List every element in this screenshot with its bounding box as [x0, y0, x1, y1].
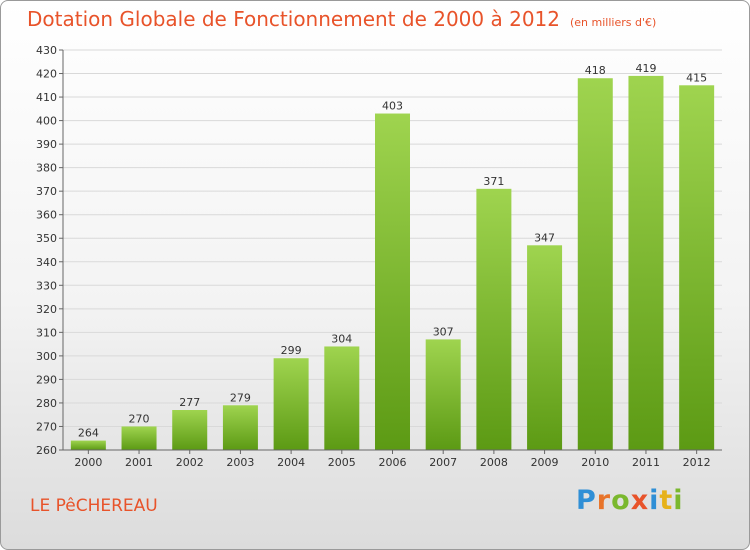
x-tick-label: 2007 [429, 456, 457, 469]
y-tick-label: 390 [36, 138, 57, 151]
x-tick-label: 2000 [74, 456, 102, 469]
bar-value-label: 264 [78, 427, 99, 440]
bar [172, 410, 208, 450]
logo-letter: o [611, 485, 631, 516]
y-tick-label: 350 [36, 232, 57, 245]
chart-unit: (en milliers d'€) [570, 16, 657, 29]
bar [679, 85, 715, 450]
bar-value-label: 418 [585, 64, 606, 77]
y-tick-label: 380 [36, 162, 57, 175]
bar-value-label: 347 [534, 231, 555, 244]
x-tick-label: 2012 [683, 456, 711, 469]
y-tick-label: 400 [36, 115, 57, 128]
logo-letter: x [630, 485, 650, 516]
x-tick-label: 2002 [176, 456, 204, 469]
logo-letter: r [596, 485, 612, 516]
logo-letter: t [659, 485, 674, 516]
x-tick-label: 2005 [328, 456, 356, 469]
bar-value-label: 403 [382, 100, 403, 113]
bar [375, 113, 410, 450]
x-tick-label: 2008 [480, 456, 508, 469]
commune-name: LE PêCHEREAU [30, 496, 158, 516]
bar-value-label: 277 [179, 396, 200, 409]
bar [273, 358, 309, 450]
bar [476, 188, 512, 450]
chart-title-text: Dotation Globale de Fonctionnement de 20… [27, 7, 560, 31]
proxiti-logo[interactable]: Proxiti [576, 485, 684, 516]
y-tick-label: 360 [36, 209, 57, 222]
bar-value-label: 419 [635, 62, 656, 75]
axes: 260 270 280 290 300 310 320 330 340 350 360 370 380 3… [36, 44, 722, 469]
bar-value-label: 415 [686, 71, 707, 84]
y-tick-label: 430 [36, 44, 57, 57]
bar-value-label: 279 [230, 391, 251, 404]
x-tick-label: 2003 [226, 456, 254, 469]
bar [70, 440, 106, 450]
bar-value-label: 304 [331, 332, 352, 345]
y-tick-label: 310 [36, 326, 57, 339]
y-tick-label: 420 [36, 68, 57, 81]
x-tick-label: 2006 [379, 456, 407, 469]
chart-title: Dotation Globale de Fonctionnement de 20… [27, 7, 656, 31]
bar [577, 78, 613, 450]
logo-letter: i [673, 485, 684, 516]
y-tick-label: 370 [36, 185, 57, 198]
bar [121, 426, 157, 450]
logo-letter: P [576, 485, 597, 516]
y-tick-label: 340 [36, 256, 57, 269]
bar-value-label: 270 [129, 412, 150, 425]
bars: 264 270 277 279 299 304 403 307 371 347 418 419 415 [70, 62, 715, 450]
logo-letter: i [649, 485, 660, 516]
bar-value-label: 371 [483, 175, 504, 188]
bar [222, 405, 258, 450]
x-tick-label: 2010 [581, 456, 609, 469]
y-tick-label: 300 [36, 350, 57, 363]
y-tick-label: 410 [36, 91, 57, 104]
y-tick-label: 260 [36, 444, 57, 457]
x-tick-label: 2001 [125, 456, 153, 469]
x-tick-label: 2004 [277, 456, 305, 469]
bar [425, 339, 461, 450]
bar [527, 245, 563, 450]
y-tick-label: 330 [36, 279, 57, 292]
y-tick-label: 270 [36, 420, 57, 433]
x-tick-label: 2011 [632, 456, 660, 469]
bar-value-label: 307 [433, 325, 454, 338]
bar-value-label: 299 [281, 344, 302, 357]
bar [628, 75, 664, 450]
y-tick-label: 320 [36, 303, 57, 316]
x-tick-label: 2009 [531, 456, 559, 469]
bar [324, 346, 360, 450]
y-tick-label: 290 [36, 373, 57, 386]
y-tick-label: 280 [36, 397, 57, 410]
